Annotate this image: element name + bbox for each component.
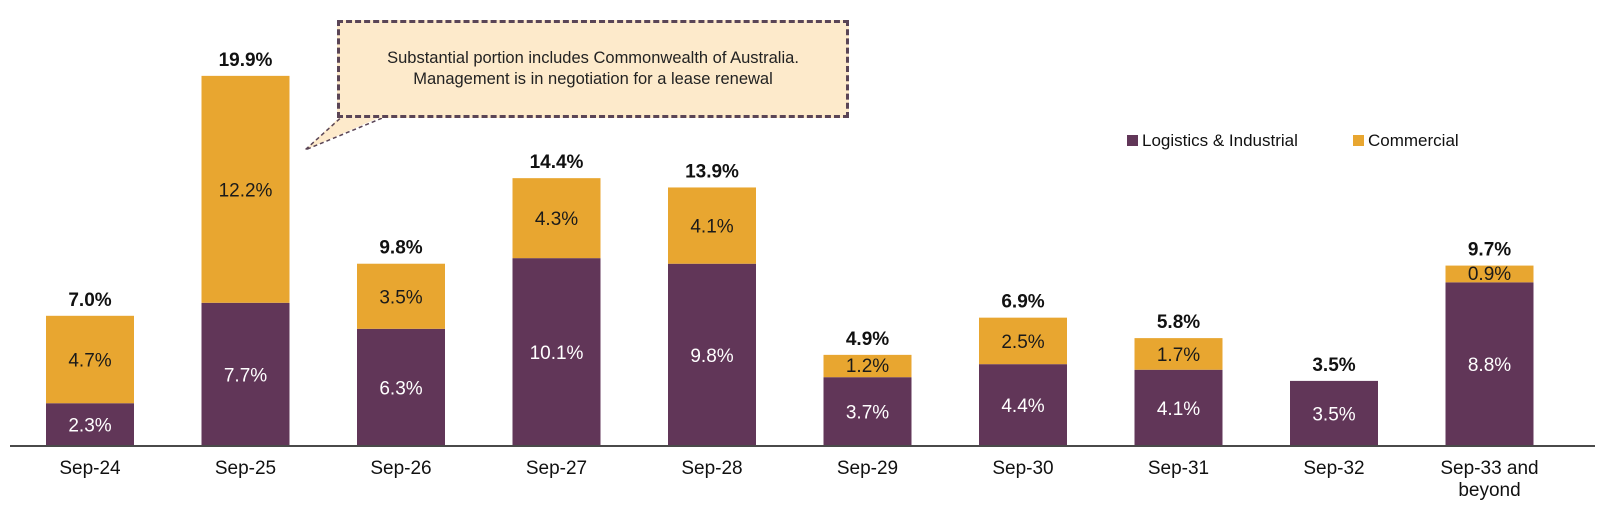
- category-label-sep-27: Sep-27: [526, 458, 587, 479]
- bar-logistics-industrial-sep-28: [668, 263, 756, 446]
- category-label-sep-26: Sep-26: [370, 458, 431, 479]
- segment-label-logistics-industrial-sep-33-and-beyond: 8.8%: [1468, 355, 1511, 376]
- bar-logistics-industrial-sep-29: [823, 377, 912, 446]
- legend-label-logistics-industrial: Logistics & Industrial: [1142, 131, 1298, 150]
- segment-label-commercial-sep-28: 4.1%: [690, 217, 733, 238]
- segment-label-logistics-industrial-sep-31: 4.1%: [1157, 399, 1200, 420]
- legend-swatch-commercial: [1353, 135, 1364, 146]
- segment-label-logistics-industrial-sep-32: 3.5%: [1312, 404, 1355, 425]
- bar-logistics-industrial-sep-25: [201, 302, 290, 446]
- category-label-sep-28: Sep-28: [681, 458, 742, 479]
- bar-commercial-sep-31: [1134, 338, 1223, 370]
- total-label-sep-31: 5.8%: [1157, 312, 1200, 333]
- bar-logistics-industrial-sep-31: [1134, 369, 1223, 446]
- category-label-sep-31: Sep-31: [1148, 458, 1209, 479]
- segment-label-commercial-sep-29: 1.2%: [846, 356, 889, 377]
- bar-logistics-industrial-sep-32: [1290, 380, 1378, 446]
- total-label-sep-30: 6.9%: [1001, 292, 1044, 313]
- category-label-sep-25: Sep-25: [215, 458, 276, 479]
- segment-label-commercial-sep-33-and-beyond: 0.9%: [1468, 264, 1511, 285]
- segment-label-logistics-industrial-sep-25: 7.7%: [224, 365, 267, 386]
- bar-logistics-industrial-sep-26: [357, 328, 445, 446]
- bar-commercial-sep-24: [46, 315, 134, 404]
- segment-label-logistics-industrial-sep-24: 2.3%: [68, 416, 111, 437]
- segment-label-commercial-sep-24: 4.7%: [68, 351, 111, 372]
- bar-commercial-sep-29: [823, 354, 912, 378]
- bars-layer: [46, 75, 1534, 446]
- bar-commercial-sep-30: [979, 317, 1067, 365]
- annotation-text: Substantial portion includes Commonwealt…: [387, 49, 799, 88]
- total-label-sep-32: 3.5%: [1312, 355, 1355, 376]
- category-label-sep-33-and-beyond: Sep-33 and beyond: [1440, 458, 1538, 501]
- bar-commercial-sep-28: [668, 187, 756, 264]
- category-label-sep-30: Sep-30: [992, 458, 1053, 479]
- category-label-sep-29: Sep-29: [837, 458, 898, 479]
- bar-logistics-industrial-sep-24: [46, 403, 134, 446]
- segment-label-logistics-industrial-sep-27: 10.1%: [530, 343, 584, 364]
- segment-label-logistics-industrial-sep-26: 6.3%: [379, 378, 422, 399]
- segment-label-commercial-sep-25: 12.2%: [219, 180, 273, 201]
- callout-pointer-edge: [304, 113, 393, 151]
- bar-commercial-sep-25: [201, 75, 290, 303]
- segment-label-logistics-industrial-sep-30: 4.4%: [1001, 396, 1044, 417]
- total-label-sep-28: 13.9%: [685, 161, 739, 182]
- segment-label-logistics-industrial-sep-28: 9.8%: [690, 346, 733, 367]
- category-labels: Sep-24 Sep-25 Sep-26 Sep-27 Sep-28 Sep-29 Sep-…: [59, 458, 1538, 501]
- annotation-callout: Substantial portion includes Commonwealt…: [337, 20, 849, 118]
- total-label-sep-26: 9.8%: [379, 238, 422, 259]
- segment-label-commercial-sep-31: 1.7%: [1157, 345, 1200, 366]
- segment-label-logistics-industrial-sep-29: 3.7%: [846, 403, 889, 424]
- bar-logistics-industrial-sep-27: [512, 258, 601, 446]
- segment-label-commercial-sep-26: 3.5%: [379, 287, 422, 308]
- labels-layer: 2.3% 4.7% 7.0% 7.7% 12.2% 19.9% 6.3% 3.5% 9.8% 10…: [68, 50, 1511, 437]
- total-label-sep-29: 4.9%: [846, 329, 889, 350]
- total-label-sep-33-and-beyond: 9.7%: [1468, 240, 1511, 261]
- bar-logistics-industrial-sep-33-and-beyond: [1445, 282, 1534, 446]
- segment-label-commercial-sep-30: 2.5%: [1001, 332, 1044, 353]
- category-label-sep-32: Sep-32: [1303, 458, 1364, 479]
- bar-commercial-sep-27: [512, 178, 601, 259]
- legend-label-commercial: Commercial: [1368, 131, 1459, 150]
- legend-swatch-logistics-industrial: [1127, 135, 1138, 146]
- legend: Logistics & Industrial Commercial: [1127, 131, 1459, 150]
- category-label-sep-24: Sep-24: [59, 458, 121, 479]
- total-label-sep-25: 19.9%: [219, 50, 273, 71]
- bar-commercial-sep-26: [357, 263, 445, 329]
- total-label-sep-27: 14.4%: [530, 152, 584, 173]
- segment-label-commercial-sep-27: 4.3%: [535, 209, 578, 230]
- bar-commercial-sep-33-and-beyond: [1445, 265, 1534, 283]
- total-label-sep-24: 7.0%: [68, 290, 111, 311]
- bar-logistics-industrial-sep-30: [979, 364, 1067, 446]
